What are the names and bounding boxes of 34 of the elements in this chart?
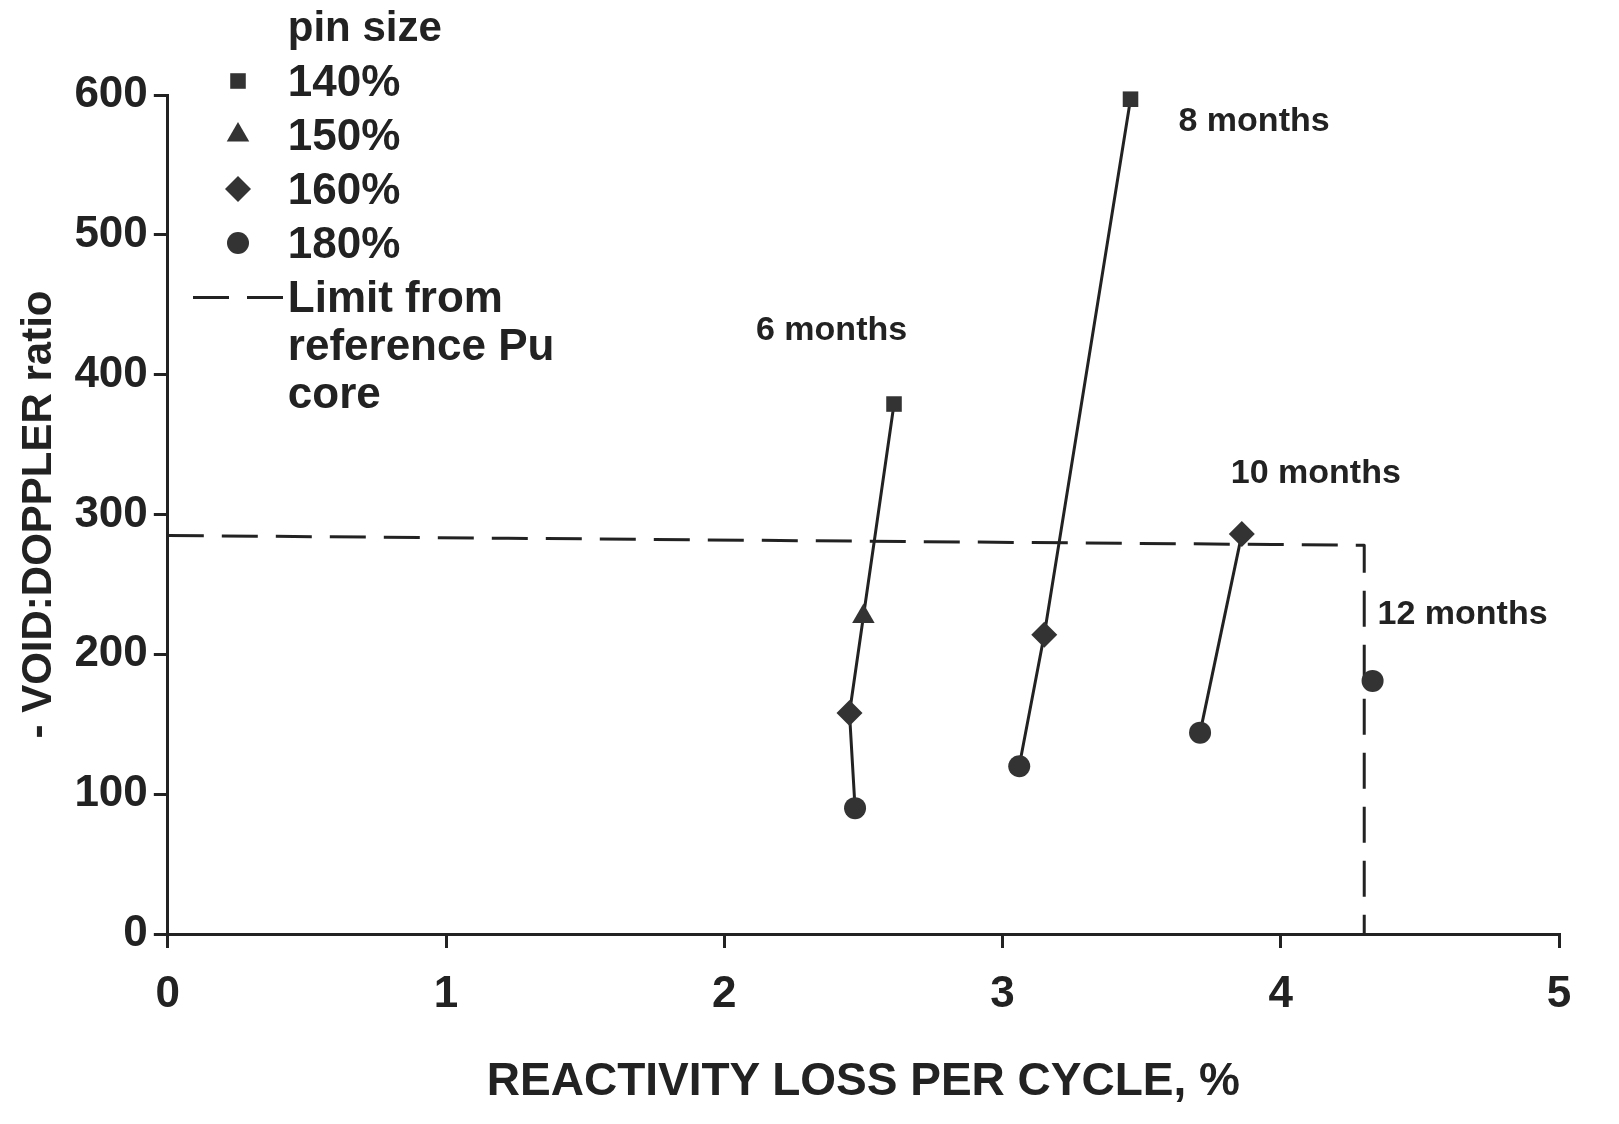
legend-label: Limit from reference Pu core bbox=[287, 272, 556, 417]
y-tick-label: 0 bbox=[123, 906, 148, 956]
x-axis-title: REACTIVITY LOSS PER CYCLE, % bbox=[486, 1053, 1240, 1106]
point bbox=[836, 700, 863, 727]
point bbox=[1031, 621, 1058, 648]
point bbox=[1189, 721, 1212, 744]
x-tick-label: 5 bbox=[1546, 966, 1572, 1016]
legend-title: pin size bbox=[287, 3, 443, 51]
y-tick-label: 200 bbox=[74, 626, 148, 676]
annotation: 6 months bbox=[756, 309, 908, 348]
legend-label: 180% bbox=[287, 218, 402, 267]
y-tick-label: 300 bbox=[74, 486, 148, 536]
annotation: 8 months bbox=[1178, 99, 1330, 138]
point bbox=[1228, 521, 1255, 548]
y-tick-label: 100 bbox=[74, 766, 148, 816]
x-tick-label: 0 bbox=[155, 966, 181, 1016]
y-tick-label: 600 bbox=[74, 67, 148, 117]
annotation: 12 months bbox=[1377, 593, 1548, 632]
x-tick-label: 4 bbox=[1268, 966, 1294, 1016]
point bbox=[886, 396, 902, 412]
point bbox=[1008, 755, 1031, 778]
point bbox=[844, 797, 867, 820]
legend-label: 140% bbox=[287, 56, 402, 105]
y-axis-title: - VOID:DOPPLER ratio bbox=[12, 290, 60, 739]
legend-label: 160% bbox=[287, 164, 402, 213]
annotation: 10 months bbox=[1230, 452, 1401, 491]
point bbox=[1361, 669, 1384, 692]
x-tick-label: 1 bbox=[433, 966, 459, 1016]
legend-label: 150% bbox=[287, 110, 402, 159]
x-tick-label: 2 bbox=[712, 966, 737, 1016]
point bbox=[1122, 91, 1139, 107]
x-tick-label: 3 bbox=[990, 966, 1015, 1016]
y-tick-label: 500 bbox=[74, 206, 148, 256]
y-tick-label: 400 bbox=[74, 346, 148, 396]
